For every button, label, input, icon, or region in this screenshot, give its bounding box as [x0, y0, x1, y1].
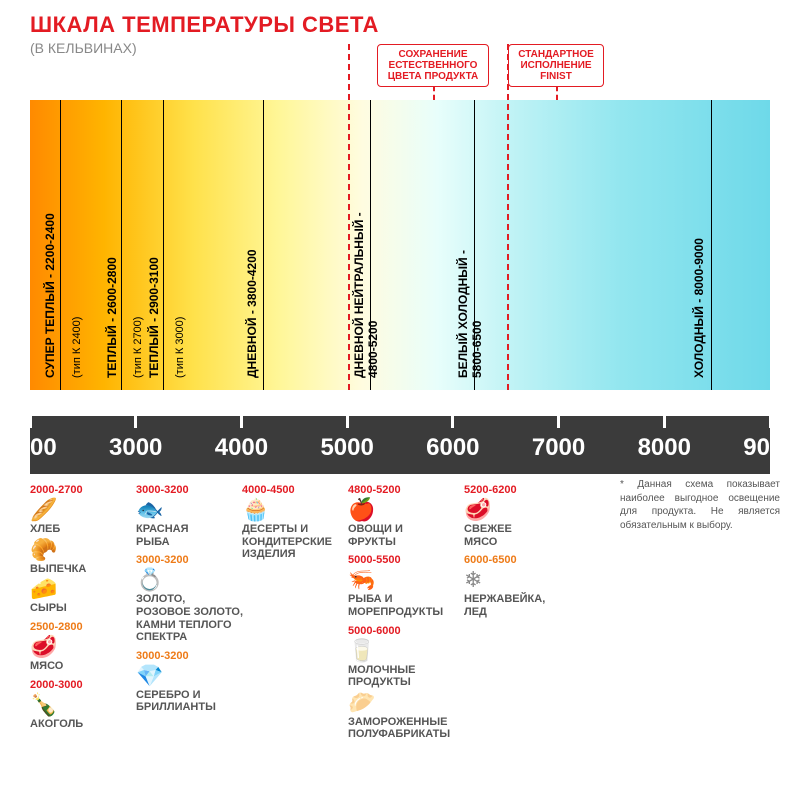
product-icon: 🐟 — [136, 499, 246, 521]
product-icon: 🦐 — [348, 569, 458, 591]
band-divider — [263, 100, 264, 390]
product-name: МЯСО — [30, 660, 140, 673]
product-icon: ❄ — [464, 569, 574, 591]
product-name: СВЕЖЕЕМЯСО — [464, 523, 574, 548]
callout-box: СОХРАНЕНИЕЕСТЕСТВЕННОГОЦВЕТА ПРОДУКТА — [377, 44, 489, 87]
product-name: СЕРЕБРО ИБРИЛЛИАНТЫ — [136, 689, 246, 714]
product-column: 4000-4500 🧁ДЕСЕРТЫ ИКОНДИТЕРСКИЕИЗДЕЛИЯ — [242, 478, 352, 561]
product-name: АКОГОЛЬ — [30, 718, 140, 731]
product-column: 5200-6200 🥩СВЕЖЕЕМЯСО 6000-6500 ❄НЕРЖАВЕЙКА… — [464, 478, 574, 619]
product-icon: 🥐 — [30, 539, 140, 561]
product-range: 2000-3000 — [30, 679, 140, 691]
axis-tick: 5000 — [319, 396, 375, 462]
product-icon: 💍 — [136, 569, 246, 591]
band-divider — [163, 100, 164, 390]
product-name: ЗАМОРОЖЕННЫЕПОЛУФАБРИКАТЫ — [348, 716, 458, 741]
callouts: СОХРАНЕНИЕЕСТЕСТВЕННОГОЦВЕТА ПРОДУКТА СТА… — [0, 44, 800, 100]
callout-dash — [507, 44, 509, 390]
product-icon: 🥖 — [30, 499, 140, 521]
band-sublabel: (тип К 2400) — [71, 118, 83, 378]
page-title: ШКАЛА ТЕМПЕРАТУРЫ СВЕТА — [30, 12, 800, 38]
product-range: 3000-3200 — [136, 650, 246, 662]
band-label: БЕЛЫЙ ХОЛОДНЫЙ -5800-6500 — [456, 118, 484, 378]
spectrum-chart: СУПЕР ТЕПЛЫЙ - 2200-2400 (тип К 2400) ТЕПЛ… — [30, 100, 770, 390]
product-range: 5000-5500 — [348, 554, 458, 566]
product-name: НЕРЖАВЕЙКА,ЛЕД — [464, 593, 574, 618]
product-range: 2000-2700 — [30, 484, 140, 496]
axis-tick: 4000 — [213, 396, 269, 462]
band-divider — [121, 100, 122, 390]
product-column: 4800-5200 🍎ОВОЩИ ИФРУКТЫ 5000-5500 🦐РЫБА ИМ… — [348, 478, 458, 741]
band-sublabel: (тип К 3000) — [174, 118, 186, 378]
band-sublabel: (тип К 2700) — [132, 118, 144, 378]
axis-tick: 2000 — [2, 396, 58, 462]
axis-tick: 9000 — [742, 396, 798, 462]
product-range: 2500-2800 — [30, 621, 140, 633]
product-range: 5200-6200 — [464, 484, 574, 496]
product-column: 3000-3200 🐟КРАСНАЯРЫБА 3000-3200 💍ЗОЛОТО,РО… — [136, 478, 246, 714]
product-range: 5000-6000 — [348, 625, 458, 637]
band-label: ХОЛОДНЫЙ - 8000-9000 — [692, 118, 706, 378]
product-icon: 🍾 — [30, 694, 140, 716]
product-name: ДЕСЕРТЫ ИКОНДИТЕРСКИЕИЗДЕЛИЯ — [242, 523, 352, 561]
axis-tick: 8000 — [636, 396, 692, 462]
product-name: ОВОЩИ ИФРУКТЫ — [348, 523, 458, 548]
product-name: ВЫПЕЧКА — [30, 563, 140, 576]
product-icon: 🧁 — [242, 499, 352, 521]
product-icon: 🥛 — [348, 640, 458, 662]
callout-box: СТАНДАРТНОЕИСПОЛНЕНИЕFINIST — [508, 44, 604, 87]
band-label: ДНЕВНОЙ НЕЙТРАЛЬНЫЙ -4800-5200 — [352, 118, 380, 378]
product-name: ЗОЛОТО,РОЗОВОЕ ЗОЛОТО,КАМНИ ТЕПЛОГОСПЕКТ… — [136, 593, 246, 644]
product-name: МОЛОЧНЫЕ ПРОДУКТЫ — [348, 664, 458, 689]
product-range: 6000-6500 — [464, 554, 574, 566]
product-icon: 🧀 — [30, 578, 140, 600]
product-range: 4800-5200 — [348, 484, 458, 496]
axis-tick: 6000 — [425, 396, 481, 462]
axis-tick: 3000 — [108, 396, 164, 462]
product-icon: 🥩 — [464, 499, 574, 521]
product-range: 3000-3200 — [136, 554, 246, 566]
product-range: 3000-3200 — [136, 484, 246, 496]
callout-dash — [348, 44, 350, 390]
product-range: 4000-4500 — [242, 484, 352, 496]
band-divider — [711, 100, 712, 390]
product-icon: 💎 — [136, 665, 246, 687]
band-divider — [60, 100, 61, 390]
product-icon: 🍎 — [348, 499, 458, 521]
band-label: ТЕПЛЫЙ - 2600-2800 — [105, 118, 119, 378]
product-name: КРАСНАЯРЫБА — [136, 523, 246, 548]
band-label: СУПЕР ТЕПЛЫЙ - 2200-2400 — [43, 118, 57, 378]
product-icon: 🥟 — [348, 692, 458, 714]
axis-tick: 7000 — [531, 396, 587, 462]
band-label: ДНЕВНОЙ - 3800-4200 — [245, 118, 259, 378]
product-name: СЫРЫ — [30, 602, 140, 615]
product-name: РЫБА ИМОРЕПРОДУКТЫ — [348, 593, 458, 618]
footnote: * Данная схема показывает наиболее выгод… — [620, 478, 780, 532]
band-label: ТЕПЛЫЙ - 2900-3100 — [147, 118, 161, 378]
product-name: ХЛЕБ — [30, 523, 140, 536]
product-icon: 🥩 — [30, 636, 140, 658]
product-column: 2000-2700 🥖 ХЛЕБ 🥐 ВЫПЕЧКА 🧀 СЫРЫ 2500-2800 🥩 МЯС… — [30, 478, 140, 730]
